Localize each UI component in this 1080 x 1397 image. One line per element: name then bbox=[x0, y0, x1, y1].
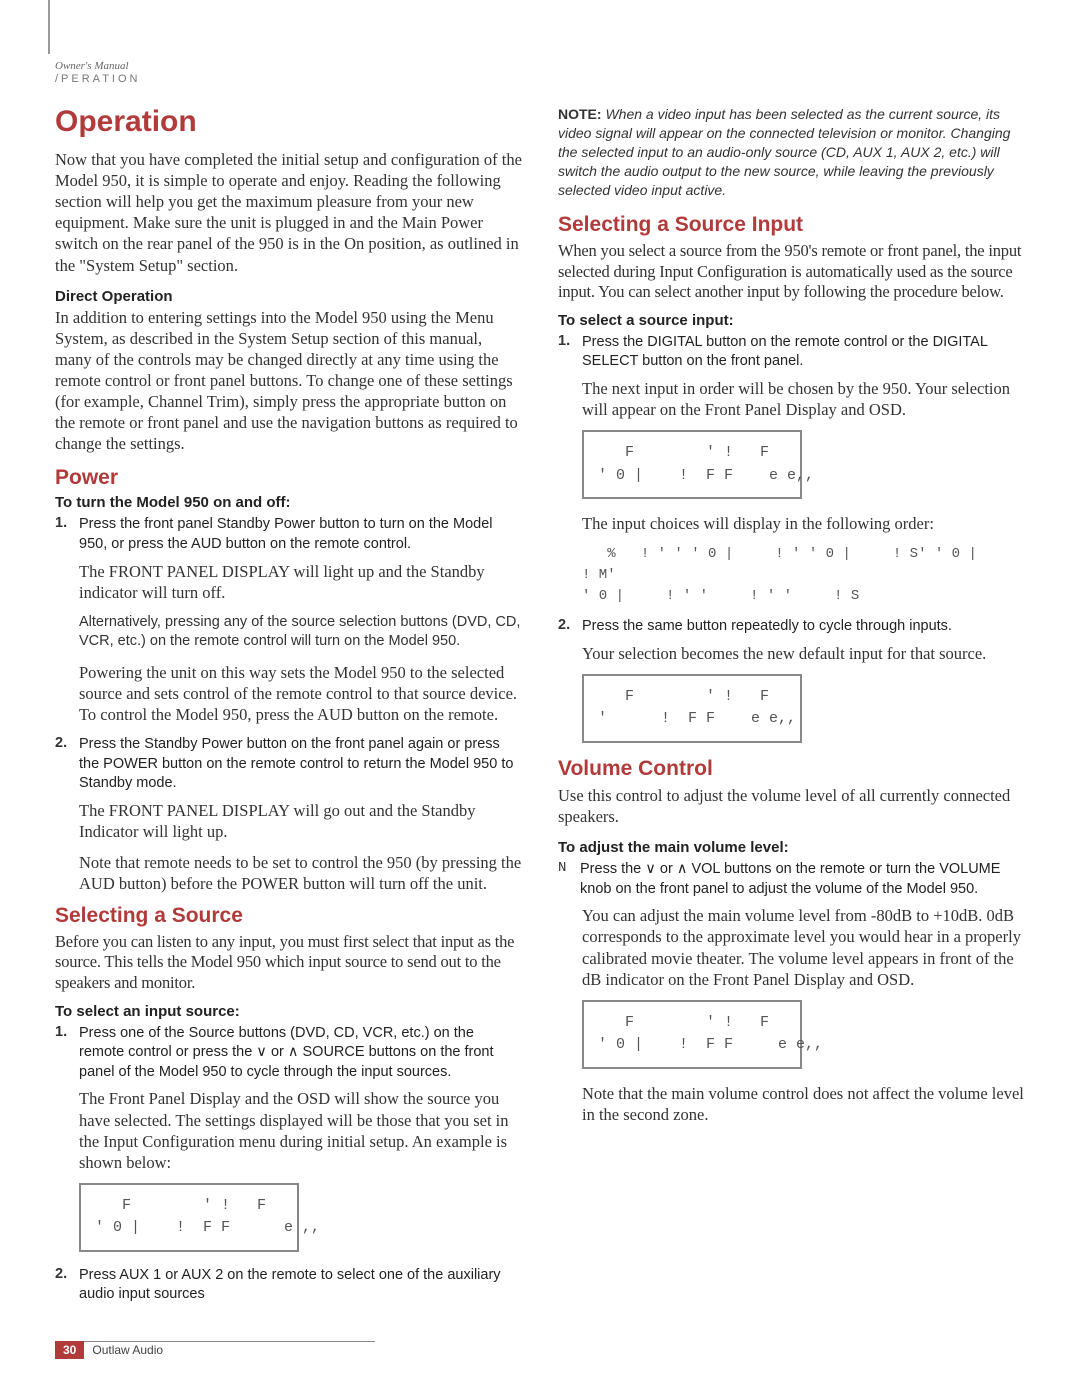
display-box-2: F ' ! F ' 0 | ! F F e e,, bbox=[582, 430, 802, 499]
right-column: NOTE: When a video input has been select… bbox=[558, 105, 1025, 1311]
operation-heading: Operation bbox=[55, 105, 522, 139]
source-step-1: 1. Press one of the Source buttons (DVD,… bbox=[55, 1024, 522, 1083]
step-text: Press the DIGITAL button on the remote c… bbox=[582, 333, 1025, 372]
note-paragraph: NOTE: When a video input has been select… bbox=[558, 105, 1025, 199]
power-step-1: 1. Press the front panel Standby Power b… bbox=[55, 515, 522, 554]
input-step-1-follow-2: The input choices will display in the fo… bbox=[582, 513, 1025, 534]
input-step-1: 1. Press the DIGITAL button on the remot… bbox=[558, 333, 1025, 372]
display-line-1: F ' ! F bbox=[95, 1197, 266, 1214]
direct-operation-heading: Direct Operation bbox=[55, 288, 522, 305]
volume-control-paragraph: Use this control to adjust the volume le… bbox=[558, 785, 1025, 827]
volume-follow-1: You can adjust the main volume level fro… bbox=[582, 905, 1025, 989]
step-number: 2. bbox=[55, 735, 71, 794]
select-input-source-label: To select an input source: bbox=[55, 1003, 522, 1020]
power-step-1-follow-2: Alternatively, pressing any of the sourc… bbox=[79, 613, 522, 652]
source-step-2: 2. Press AUX 1 or AUX 2 on the remote to… bbox=[55, 1266, 522, 1305]
input-step-2-follow: Your selection becomes the new default i… bbox=[582, 643, 1025, 664]
step-number: 2. bbox=[558, 617, 574, 637]
bullet-text: Press the ∨ or ∧ VOL buttons on the remo… bbox=[580, 860, 1025, 899]
source-step-1-follow: The Front Panel Display and the OSD will… bbox=[79, 1088, 522, 1172]
note-body: When a video input has been selected as … bbox=[558, 106, 1010, 198]
step-text: Press the front panel Standby Power butt… bbox=[79, 515, 522, 554]
display-line-2: ' 0 | ! F F e ,, bbox=[95, 1219, 320, 1236]
input-step-1-follow: The next input in order will be chosen b… bbox=[582, 378, 1025, 420]
volume-control-heading: Volume Control bbox=[558, 757, 1025, 781]
input-step-2: 2. Press the same button repeatedly to c… bbox=[558, 617, 1025, 637]
footer-brand: Outlaw Audio bbox=[92, 1343, 163, 1357]
volume-follow-2: Note that the main volume control does n… bbox=[582, 1083, 1025, 1125]
header-section-name: /PERATION bbox=[55, 73, 1025, 85]
header-manual-label: Owner's Manual bbox=[55, 60, 1025, 72]
display-line-1: F ' ! F bbox=[598, 688, 769, 705]
step-text: Press the same button repeatedly to cycl… bbox=[582, 617, 952, 637]
selecting-source-paragraph: Before you can listen to any input, you … bbox=[55, 932, 522, 992]
power-step-2-follow-2: Note that remote needs to be set to cont… bbox=[79, 852, 522, 894]
note-label: NOTE: bbox=[558, 106, 602, 122]
display-line-1: F ' ! F bbox=[598, 1014, 769, 1031]
step-number: 1. bbox=[55, 1024, 71, 1083]
step-number: 2. bbox=[55, 1266, 71, 1305]
page-number: 30 bbox=[55, 1341, 84, 1359]
display-box-4: F ' ! F ' 0 | ! F F e e,, bbox=[582, 1000, 802, 1069]
display-line-1: F ' ! F bbox=[598, 444, 769, 461]
step-number: 1. bbox=[558, 333, 574, 372]
power-step-2-follow-1: The FRONT PANEL DISPLAY will go out and … bbox=[79, 800, 522, 842]
selecting-source-heading: Selecting a Source bbox=[55, 904, 522, 928]
display-line-2: ' 0 | ! F F e e,, bbox=[598, 1036, 823, 1053]
display-line-2: ' 0 | ! F F e e,, bbox=[598, 467, 814, 484]
display-box-1: F ' ! F ' 0 | ! F F e ,, bbox=[79, 1183, 299, 1252]
volume-bullet: N Press the ∨ or ∧ VOL buttons on the re… bbox=[558, 860, 1025, 899]
footer-content: 30 Outlaw Audio bbox=[55, 1341, 1025, 1359]
selecting-source-input-paragraph: When you select a source from the 950's … bbox=[558, 241, 1025, 301]
select-source-input-label: To select a source input: bbox=[558, 312, 1025, 329]
header-vertical-rule bbox=[48, 0, 50, 54]
input-order-display: % ! ' ' ' 0 | ! ' ' 0 | ! S' ' 0 | ! M' … bbox=[582, 544, 1025, 607]
bullet-mark: N bbox=[558, 860, 572, 899]
adjust-volume-label: To adjust the main volume level: bbox=[558, 839, 1025, 856]
power-step-1-follow-1: The FRONT PANEL DISPLAY will light up an… bbox=[79, 561, 522, 603]
page-footer: 30 Outlaw Audio bbox=[55, 1341, 1025, 1359]
power-heading: Power bbox=[55, 466, 522, 490]
display-box-3: F ' ! F ' ! F F e e,, bbox=[582, 674, 802, 743]
display-line-2: ' ! F F e e,, bbox=[598, 710, 796, 727]
two-column-layout: Operation Now that you have completed th… bbox=[55, 105, 1025, 1311]
step-number: 1. bbox=[55, 515, 71, 554]
intro-paragraph: Now that you have completed the initial … bbox=[55, 149, 522, 276]
left-column: Operation Now that you have completed th… bbox=[55, 105, 522, 1311]
selecting-source-input-heading: Selecting a Source Input bbox=[558, 213, 1025, 237]
power-instruction-label: To turn the Model 950 on and off: bbox=[55, 494, 522, 511]
power-step-2: 2. Press the Standby Power button on the… bbox=[55, 735, 522, 794]
direct-operation-paragraph: In addition to entering settings into th… bbox=[55, 307, 522, 455]
step-text: Press the Standby Power button on the fr… bbox=[79, 735, 522, 794]
step-text: Press one of the Source buttons (DVD, CD… bbox=[79, 1024, 522, 1083]
power-step-1-follow-3: Powering the unit on this way sets the M… bbox=[79, 662, 522, 725]
step-text: Press AUX 1 or AUX 2 on the remote to se… bbox=[79, 1266, 522, 1305]
